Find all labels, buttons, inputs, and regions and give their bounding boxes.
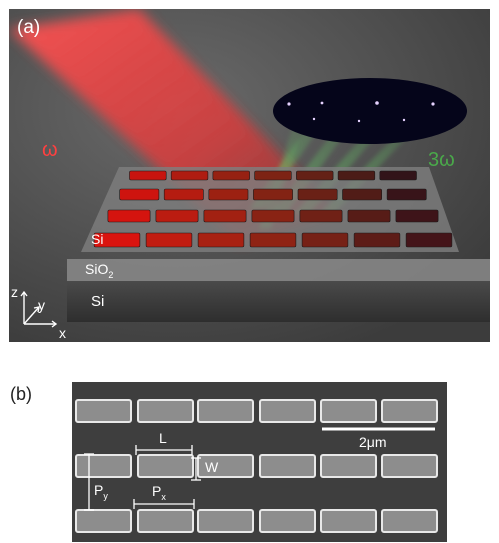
- sem-resonator: [381, 454, 438, 478]
- diffraction-screen: [273, 78, 467, 144]
- si-resonator: [296, 170, 334, 181]
- third-harmonic-label: 3ω: [428, 149, 455, 171]
- si-resonator: [163, 188, 204, 201]
- si-resonator: [253, 188, 293, 201]
- sem-resonator: [75, 509, 132, 533]
- sem-resonator: [137, 454, 194, 478]
- si-resonator: [251, 209, 295, 223]
- si-resonator: [254, 170, 292, 181]
- sem-resonator: [197, 454, 254, 478]
- Px-label: Px: [152, 483, 166, 502]
- diffraction-spots: [287, 101, 435, 123]
- panel-b-label: (b): [10, 384, 32, 404]
- si-resonator: [299, 209, 343, 223]
- W-label: W: [205, 459, 219, 475]
- si-resonator: [342, 188, 383, 201]
- sio2-subscript: 2: [108, 269, 114, 280]
- panel-a-illustration: (a) ω 3ω Si SiO2 Si z y x: [9, 9, 490, 342]
- Py-main: P: [94, 482, 104, 498]
- si-substrate-label: Si: [91, 293, 105, 310]
- omega-label: ω: [42, 139, 58, 161]
- Py-label: Py: [94, 482, 108, 501]
- sem-resonator: [75, 454, 132, 478]
- si-resonator: [129, 170, 167, 181]
- si-resonator: [379, 170, 417, 181]
- sem-resonator: [320, 509, 377, 533]
- si-resonator: [386, 188, 427, 201]
- si-resonator: [297, 188, 338, 201]
- si-resonator: [203, 209, 247, 223]
- si-resonator: [337, 170, 376, 181]
- dimension-Px: [133, 499, 195, 509]
- scale-bar-label: 2μm: [359, 434, 387, 450]
- si-resonator: [395, 209, 439, 223]
- si-resonator: [212, 170, 250, 181]
- sem-resonator: [75, 399, 132, 423]
- si-substrate-front: [67, 281, 490, 322]
- Px-subscript: x: [161, 491, 166, 502]
- axis-x-label: x: [59, 325, 66, 341]
- sem-resonator: [259, 399, 316, 423]
- sem-resonator: [197, 509, 254, 533]
- dimension-L: [135, 445, 193, 455]
- si-resonator-array: [93, 170, 453, 248]
- sio2-layer: [67, 259, 490, 281]
- si-resonator: [208, 188, 249, 201]
- metasurface-render: [9, 9, 490, 342]
- sem-resonator: [320, 454, 377, 478]
- Py-subscript: y: [103, 490, 108, 501]
- si-resonator: [353, 232, 401, 248]
- si-resonator: [405, 232, 453, 248]
- coordinate-axes: [20, 290, 58, 328]
- sem-resonator: [197, 399, 254, 423]
- si-resonator: [301, 232, 349, 248]
- sio2-layer-label: SiO2: [85, 261, 113, 280]
- si-resonator: [347, 209, 391, 223]
- panel-b-sem-image: 2μm L W Py Px: [72, 382, 447, 542]
- sem-resonator: [137, 399, 194, 423]
- si-resonator: [145, 232, 193, 248]
- sem-resonator: [381, 509, 438, 533]
- sio2-main: SiO: [85, 261, 109, 277]
- si-resonator: [155, 209, 199, 223]
- sem-resonator: [320, 399, 377, 423]
- axis-y-label: y: [38, 297, 45, 313]
- sem-resonator: [259, 509, 316, 533]
- sem-resonator: [259, 454, 316, 478]
- L-label: L: [159, 430, 167, 446]
- panel-a-label: (a): [17, 17, 41, 38]
- axis-z-label: z: [11, 284, 18, 300]
- si-resonator: [197, 232, 245, 248]
- dimension-Py: [84, 453, 94, 511]
- si-resonator: [119, 188, 160, 201]
- sem-resonator: [137, 509, 194, 533]
- Px-main: P: [152, 483, 162, 499]
- dimension-W: [191, 457, 201, 481]
- si-resonator: [93, 232, 141, 248]
- si-resonator: [107, 209, 151, 223]
- si-resonator: [170, 170, 209, 181]
- sem-resonator: [381, 399, 438, 423]
- si-resonator-layer-label: Si: [91, 231, 104, 247]
- si-resonator: [249, 232, 297, 248]
- sem-micrograph: [72, 382, 447, 542]
- sem-resonator-array: [75, 399, 438, 533]
- top-surface: [81, 167, 459, 252]
